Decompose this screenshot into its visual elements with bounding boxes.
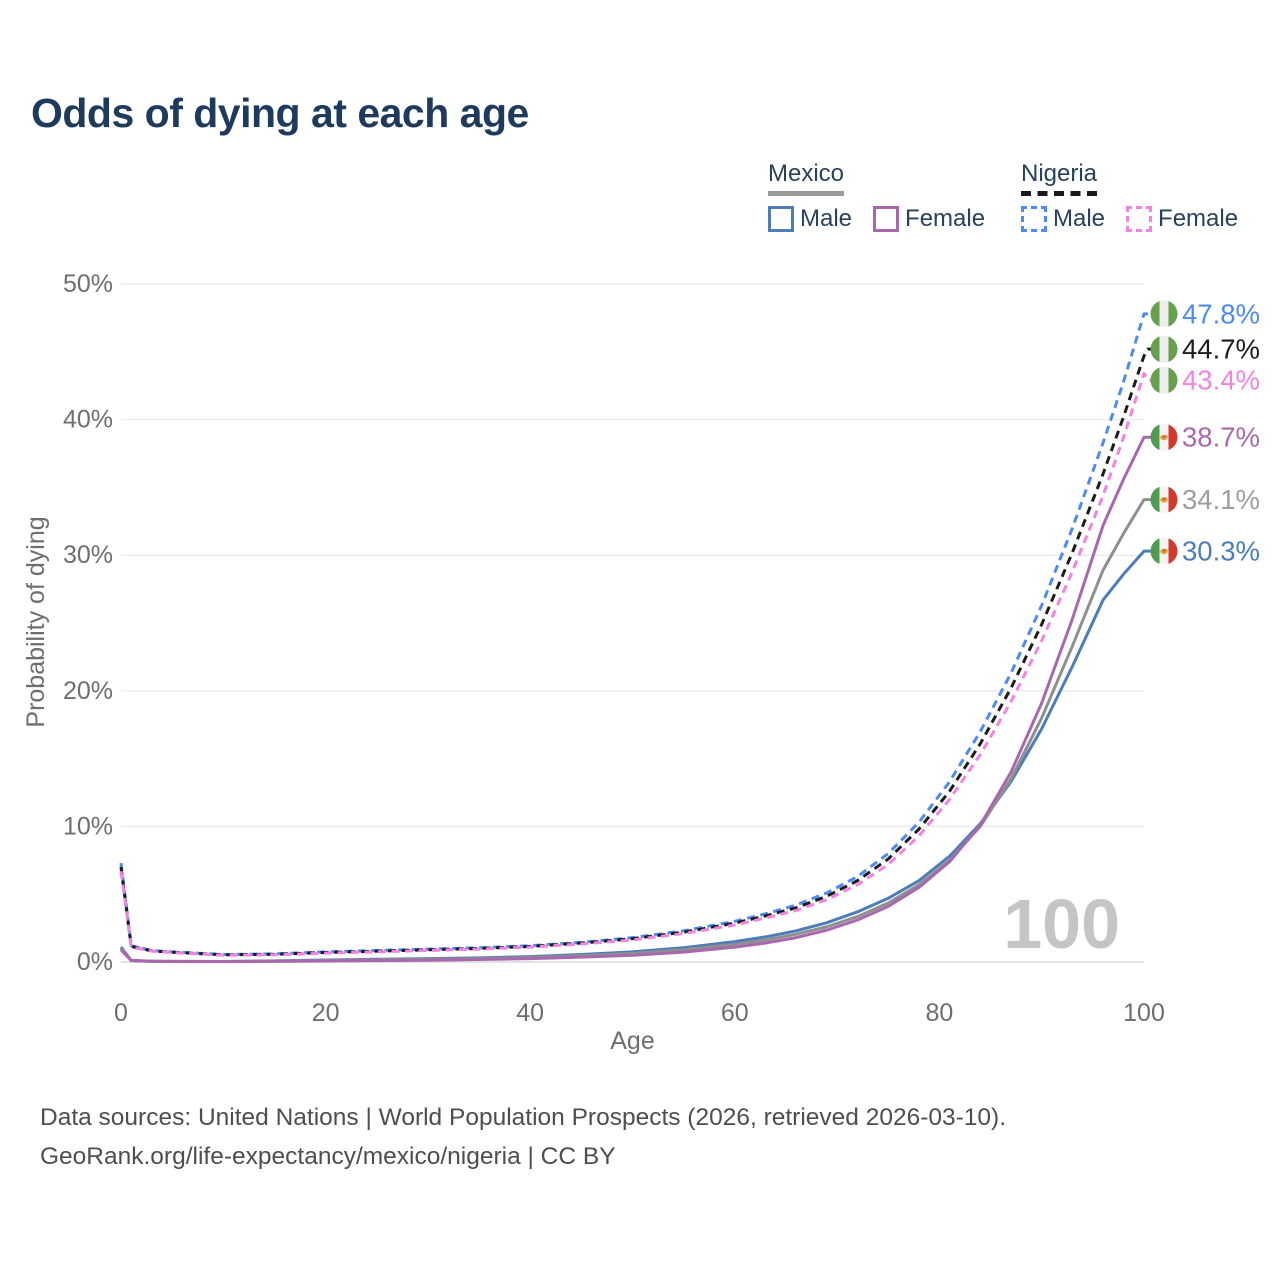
series-line-nigeria-average	[119, 347, 1152, 957]
end-value-label-nigeria-male: 47.8%	[1182, 298, 1260, 329]
age-watermark: 100	[1003, 885, 1120, 963]
y-tick-label: 10%	[63, 812, 113, 840]
y-tick-label: 50%	[63, 270, 113, 298]
series-line-nigeria-female	[119, 371, 1152, 957]
legend-label-nigeria-female: Female	[1158, 205, 1239, 232]
nigeria-flag-icon	[1150, 335, 1178, 363]
mexico-flag-icon	[1150, 537, 1178, 565]
nigeria-flag-icon	[1150, 366, 1178, 394]
legend-swatch-mexico-male	[768, 206, 794, 232]
legend-group-mexico: Mexico Male Female	[768, 160, 1006, 233]
mexico-flag-icon	[1150, 423, 1178, 451]
y-tick-label: 40%	[63, 406, 113, 434]
x-tick-label: 60	[721, 999, 749, 1027]
end-label-group-mexico-average: 34.1%	[1150, 484, 1260, 515]
y-axis-title: Probability of dying	[22, 516, 50, 727]
legend-heading-nigeria: Nigeria	[1021, 160, 1098, 196]
y-tick-label: 30%	[63, 541, 113, 569]
series-line-mexico-female	[119, 435, 1152, 964]
mexico-flag-icon	[1150, 486, 1178, 514]
x-tick-label: 80	[925, 999, 953, 1027]
end-label-group-mexico-female: 38.7%	[1150, 422, 1260, 453]
legend-heading-mexico: Mexico	[768, 160, 845, 196]
series-line-nigeria-male	[119, 312, 1152, 957]
chart-footer: Data sources: United Nations | World Pop…	[40, 1098, 1006, 1176]
series-line-mexico-average	[119, 498, 1152, 964]
legend-swatch-mexico-female	[873, 206, 900, 232]
end-label-group-nigeria-female: 43.4%	[1150, 365, 1260, 396]
end-label-group-mexico-male: 30.3%	[1150, 536, 1260, 567]
legend-swatch-nigeria-female	[1126, 206, 1153, 232]
end-label-group-nigeria-male: 47.8%	[1150, 298, 1260, 329]
end-value-label-nigeria-average: 44.7%	[1182, 334, 1260, 365]
x-tick-label: 20	[312, 999, 340, 1027]
legend-swatch-nigeria-male	[1021, 206, 1047, 232]
data-sources-line: Data sources: United Nations | World Pop…	[40, 1104, 1007, 1131]
end-value-label-mexico-average: 34.1%	[1182, 484, 1260, 515]
x-axis-title: Age	[610, 1027, 654, 1055]
attribution-line: GeoRank.org/life-expectancy/mexico/niger…	[40, 1143, 616, 1170]
nigeria-flag-icon	[1150, 300, 1178, 328]
end-value-label-nigeria-female: 43.4%	[1182, 365, 1260, 396]
x-tick-label: 100	[1123, 999, 1165, 1027]
legend-label-mexico-male: Male	[800, 205, 853, 232]
legend-group-nigeria: Nigeria Male Female	[1021, 160, 1259, 233]
end-value-label-mexico-male: 30.3%	[1182, 536, 1260, 567]
end-label-group-nigeria-average: 44.7%	[1150, 334, 1260, 365]
x-tick-label: 0	[114, 999, 128, 1027]
legend-label-nigeria-male: Male	[1053, 205, 1106, 232]
x-tick-label: 40	[516, 999, 544, 1027]
y-tick-label: 0%	[77, 948, 113, 976]
y-tick-label: 20%	[63, 677, 113, 705]
series-line-mexico-male	[119, 549, 1152, 963]
page-title: Odds of dying at each age	[31, 90, 529, 136]
legend-label-mexico-female: Female	[905, 205, 986, 232]
end-value-label-mexico-female: 38.7%	[1182, 422, 1260, 453]
